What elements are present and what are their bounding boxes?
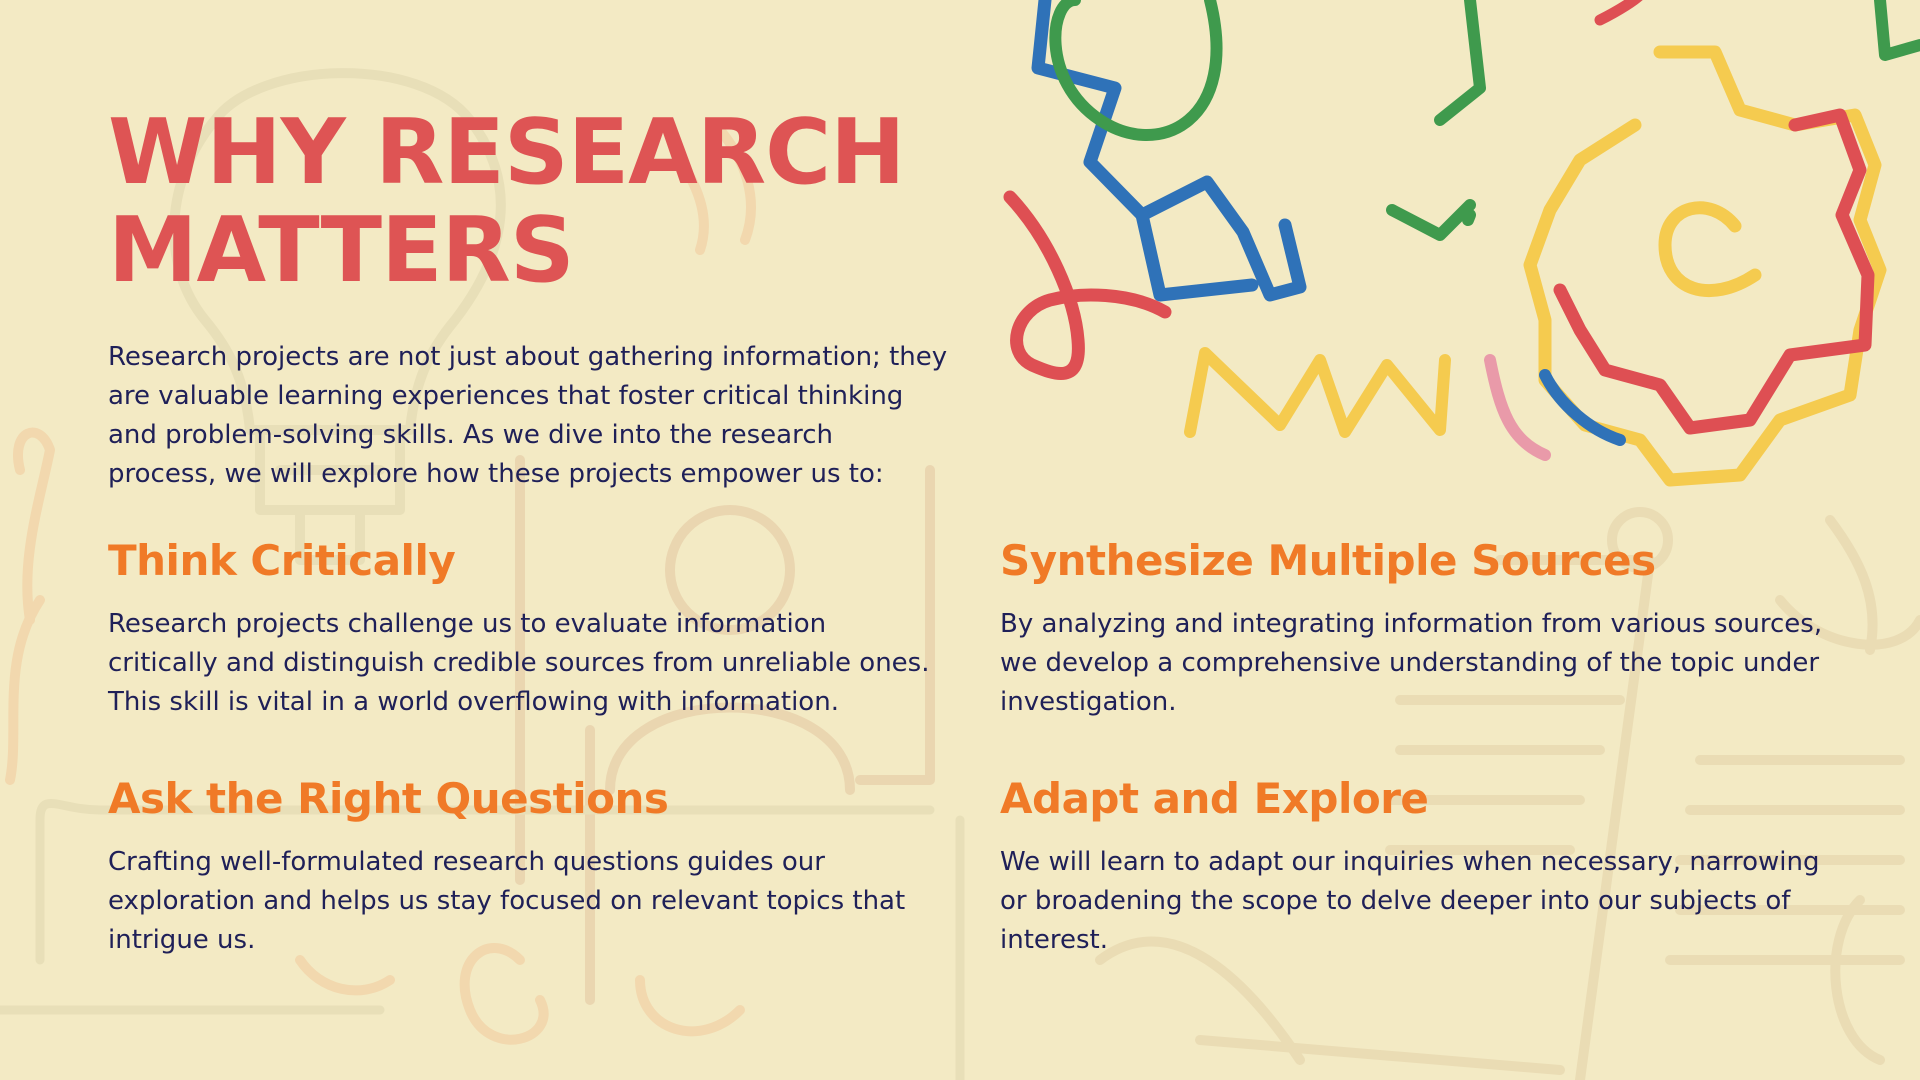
section-body: Research projects challenge us to evalua… bbox=[108, 609, 930, 717]
gear-cluster bbox=[1031, 0, 1920, 487]
intro-paragraph: Research projects are not just about gat… bbox=[108, 342, 948, 489]
person-outline-icon bbox=[515, 455, 935, 1005]
section-think-critically: Think Critically Research projects chall… bbox=[108, 535, 938, 722]
desk-outline-icon bbox=[0, 799, 965, 1080]
zigzag-yellow-icon bbox=[1184, 347, 1451, 438]
section-heading: Ask the Right Questions bbox=[108, 774, 669, 823]
decorative-strokes bbox=[1003, 0, 1643, 461]
section-heading: Adapt and Explore bbox=[1000, 774, 1429, 823]
section-heading: Synthesize Multiple Sources bbox=[1000, 536, 1656, 585]
section-heading: Think Critically bbox=[108, 536, 456, 585]
gear-icon-green-lower bbox=[1386, 0, 1920, 241]
section-synthesize-multiple-sources: Synthesize Multiple Sources By analyzing… bbox=[1000, 535, 1830, 722]
section-adapt-and-explore: Adapt and Explore We will learn to adapt… bbox=[1000, 773, 1830, 960]
soft-orange-shapes bbox=[5, 125, 756, 1045]
gear-icon-red bbox=[1553, 108, 1875, 435]
red-flick-icon bbox=[1594, 0, 1643, 26]
section-body: We will learn to adapt our inquiries whe… bbox=[1000, 847, 1820, 955]
gear-icon-blue bbox=[1031, 0, 1307, 302]
gear-icon-green bbox=[1049, 0, 1486, 226]
section-body: Crafting well-formulated research questi… bbox=[108, 847, 906, 955]
squiggle-red-icon bbox=[1003, 190, 1172, 380]
lightbulb-outline-icon bbox=[169, 68, 506, 565]
section-ask-the-right-questions: Ask the Right Questions Crafting well-fo… bbox=[108, 773, 938, 960]
slide-title: WHY RESEARCH MATTERS bbox=[108, 100, 906, 303]
curve-blue-icon bbox=[1539, 369, 1626, 446]
document-outline-icon bbox=[1095, 507, 1920, 1080]
section-body: By analyzing and integrating information… bbox=[1000, 609, 1823, 717]
curve-pink-icon bbox=[1484, 354, 1551, 461]
faint-outline-pattern bbox=[0, 68, 1920, 1080]
